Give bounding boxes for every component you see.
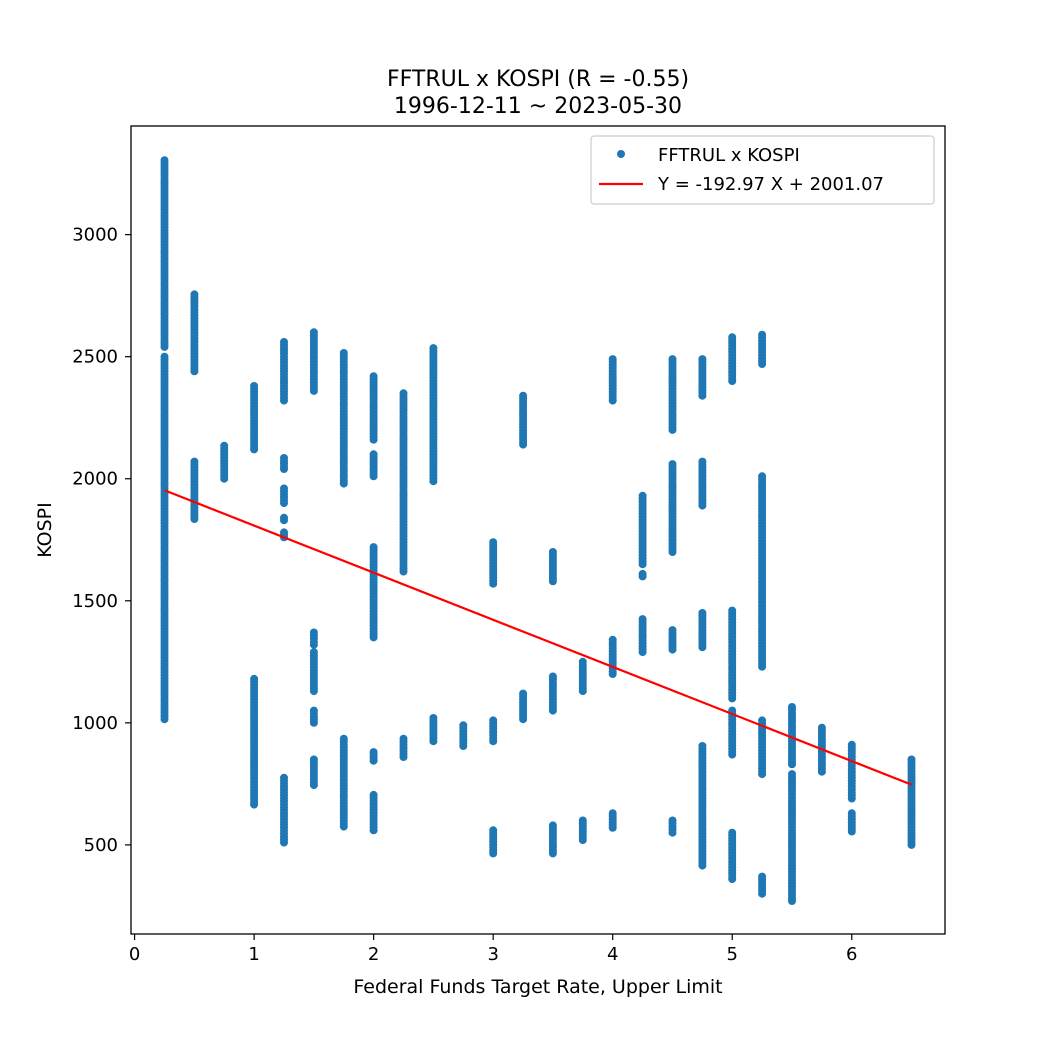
data-point — [847, 809, 856, 818]
y-tick-label: 2000 — [72, 469, 118, 490]
x-tick-label: 1 — [248, 944, 259, 965]
data-point — [907, 755, 916, 764]
data-point — [190, 290, 199, 299]
x-tick-label: 6 — [846, 944, 857, 965]
x-axis-label: Federal Funds Target Rate, Upper Limit — [353, 976, 722, 998]
data-point — [369, 543, 378, 552]
plot-area — [130, 125, 946, 935]
data-point — [608, 635, 617, 644]
data-point — [280, 513, 288, 522]
y-axis-label: KOSPI — [34, 502, 56, 558]
data-point — [638, 615, 647, 624]
x-tick-label: 4 — [607, 944, 618, 965]
legend-marker-points — [617, 150, 625, 158]
data-point — [638, 491, 647, 500]
legend: FFTRUL x KOSPI Y = -192.97 X + 2001.07 — [590, 135, 935, 205]
data-point — [160, 352, 169, 361]
data-point — [280, 528, 288, 537]
data-point — [668, 460, 677, 469]
data-point — [758, 716, 767, 725]
legend-label-points: FFTRUL x KOSPI — [658, 145, 800, 166]
data-point — [758, 872, 767, 881]
data-point — [309, 648, 318, 657]
data-point — [698, 457, 707, 466]
y-tick-label: 2500 — [72, 347, 118, 368]
x-tick-label: 2 — [368, 944, 379, 965]
data-point — [698, 355, 707, 364]
data-point — [339, 734, 348, 743]
data-point — [817, 723, 826, 732]
data-point — [429, 344, 438, 353]
y-tick-label: 1000 — [72, 713, 118, 734]
legend-frame — [590, 135, 935, 205]
regression-line — [164, 489, 912, 786]
data-point — [668, 626, 677, 635]
data-point — [668, 816, 677, 825]
data-point — [309, 706, 318, 715]
data-point — [369, 372, 378, 381]
data-point — [309, 328, 318, 337]
data-point — [309, 628, 318, 637]
data-point — [548, 672, 557, 681]
data-point — [280, 484, 288, 493]
data-point — [489, 826, 498, 835]
data-point — [190, 457, 199, 466]
data-point — [548, 548, 557, 556]
x-tick-label: 3 — [487, 944, 498, 965]
data-point — [608, 355, 617, 364]
y-tick-label: 500 — [84, 835, 118, 856]
data-point — [847, 740, 856, 749]
data-point — [309, 755, 318, 764]
y-tick-label: 3000 — [72, 225, 118, 246]
data-point — [220, 441, 229, 450]
data-point — [250, 382, 259, 390]
data-point — [698, 609, 707, 617]
data-point — [519, 391, 528, 400]
data-point — [489, 538, 498, 547]
data-point — [638, 569, 647, 578]
data-point — [788, 703, 796, 711]
data-point — [578, 816, 587, 825]
data-point — [698, 742, 707, 750]
y-tick-label: 1500 — [72, 591, 118, 612]
data-point — [369, 748, 378, 757]
axes-frame — [130, 125, 946, 935]
chart-subtitle: 1996-12-11 ~ 2023-05-30 — [394, 94, 682, 119]
data-point — [399, 389, 408, 398]
data-point — [668, 355, 677, 364]
x-tick-label: 0 — [129, 944, 140, 965]
x-tick-label: 5 — [727, 944, 738, 965]
data-point — [758, 472, 767, 481]
data-point — [608, 809, 617, 818]
data-point — [280, 338, 288, 346]
data-point — [489, 716, 498, 725]
chart-title: FFTRUL x KOSPI (R = -0.55) — [387, 67, 689, 92]
data-point — [758, 330, 767, 339]
x-axis: 0 1 2 3 4 5 6 — [129, 934, 857, 965]
data-point — [578, 657, 587, 666]
data-point — [160, 156, 169, 165]
data-point — [429, 714, 438, 722]
legend-label-fit: Y = -192.97 X + 2001.07 — [657, 174, 884, 195]
data-point — [728, 606, 737, 615]
data-point — [459, 721, 468, 730]
data-point — [280, 773, 288, 782]
data-point — [399, 734, 408, 743]
data-point — [369, 450, 378, 459]
data-point — [728, 333, 737, 342]
data-point — [280, 454, 288, 462]
data-point — [339, 349, 348, 357]
y-axis: 500 1000 1500 2000 2500 3000 — [72, 225, 131, 856]
data-point — [250, 674, 259, 683]
data-point — [788, 770, 796, 779]
data-point — [728, 828, 737, 837]
data-point — [369, 790, 378, 799]
data-point — [519, 689, 528, 698]
data-point — [548, 821, 557, 830]
